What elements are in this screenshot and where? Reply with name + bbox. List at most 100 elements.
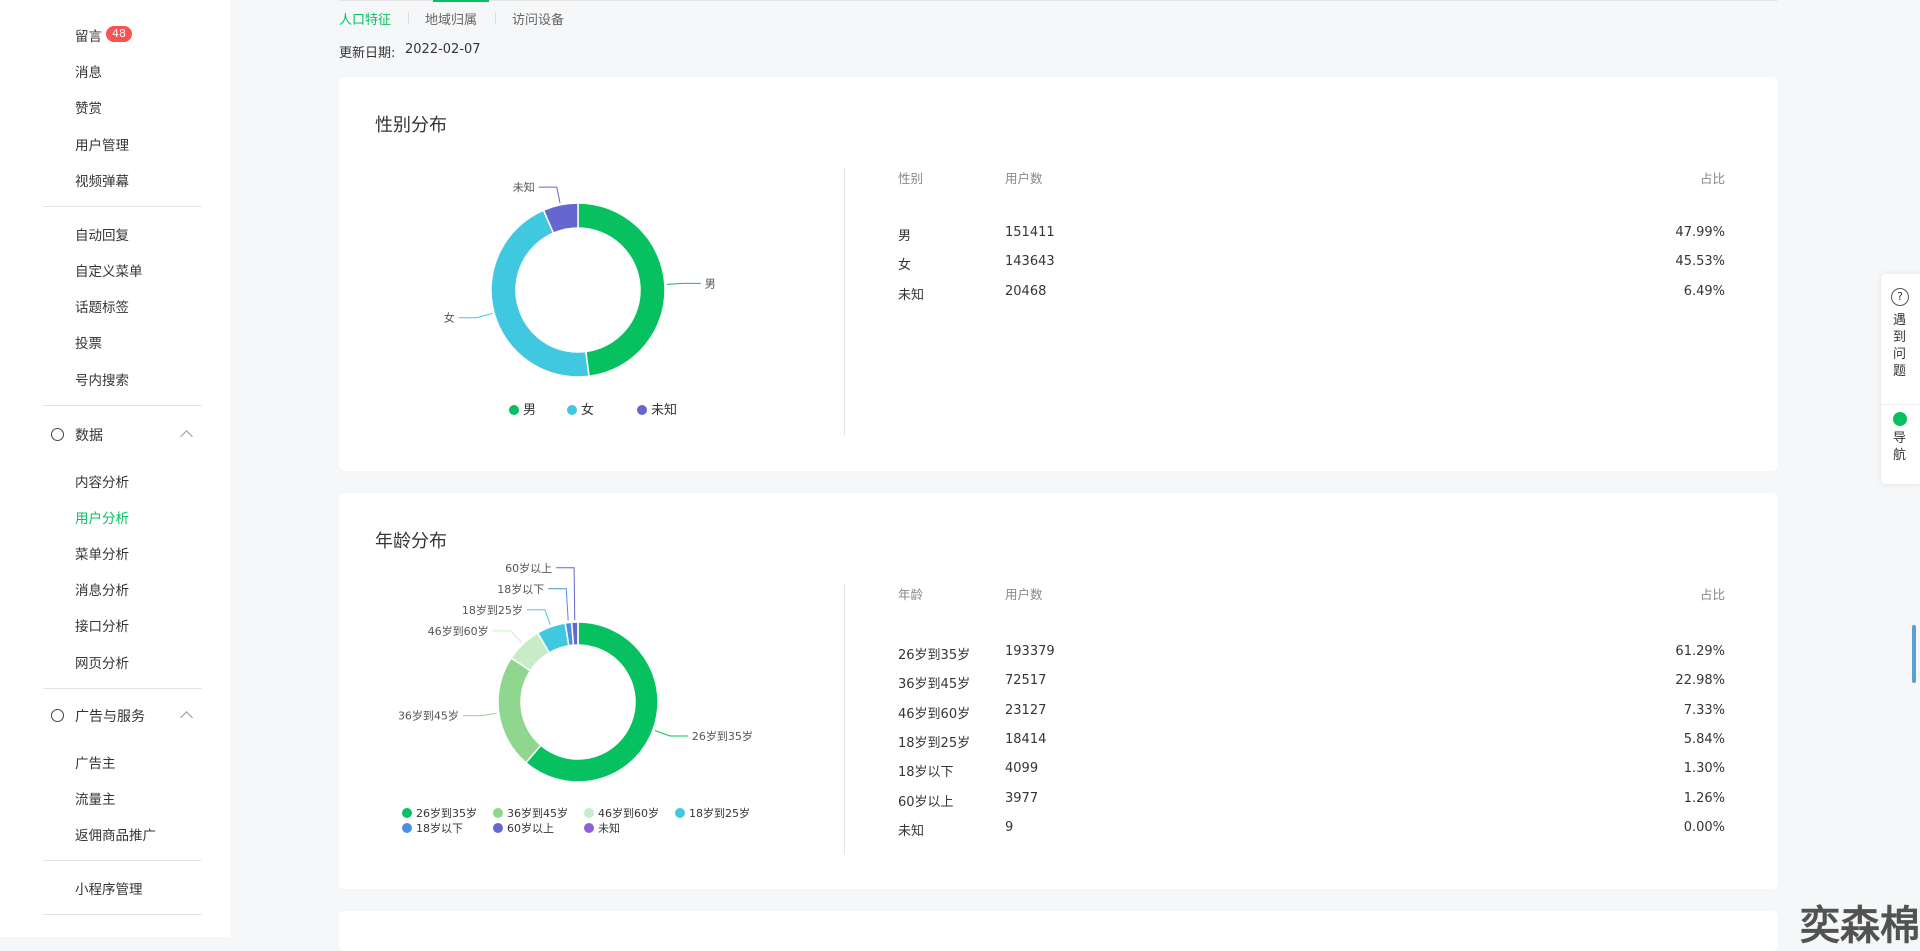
nav-item[interactable]: 用户管理 [75,134,129,154]
nav-item[interactable]: 号内搜索 [75,369,129,389]
table-cell: 5.84% [1684,732,1725,747]
tab-border [339,0,1778,1]
nav-item[interactable]: 流量主 [75,788,116,808]
table-cell: 36岁到45岁 [898,673,970,692]
group-icon [51,428,64,441]
table-cell: 9 [1005,820,1013,835]
tab-sep [408,12,409,24]
nav-item[interactable]: 小程序管理 [75,878,143,898]
slice-label: 男 [705,277,716,290]
nav-item[interactable]: 消息分析 [75,579,129,599]
table-cell: 0.00% [1684,820,1725,835]
table-cell: 23127 [1005,703,1046,718]
gender-chart: 男女未知男女未知 [339,77,839,471]
table-header: 用户数 [1005,168,1043,187]
legend-label: 未知 [651,402,677,418]
table-cell: 18414 [1005,732,1046,747]
leader-line [539,187,560,203]
group-title[interactable]: 广告与服务 [75,706,145,726]
table-cell: 45.53% [1675,254,1725,269]
nav-item[interactable]: 赞赏 [75,97,102,117]
table-cell: 193379 [1005,644,1055,659]
table-cell: 女 [898,254,911,273]
table-cell: 6.49% [1684,284,1725,299]
table-cell: 60岁以上 [898,791,954,810]
nav-item[interactable]: 消息 [75,61,102,81]
nav-icon [1893,412,1907,426]
legend-label: 未知 [598,821,620,835]
donut-slice [578,203,665,376]
table-cell: 未知 [898,284,924,303]
table-cell: 18岁到25岁 [898,732,970,751]
tab[interactable]: 人口特征 [339,9,391,28]
legend-dot [402,823,412,833]
legend-label: 46岁到60岁 [598,806,659,820]
nav-item[interactable]: 自动回复 [75,224,129,244]
slice-label: 26岁到35岁 [692,729,753,743]
slice-label: 女 [444,311,455,325]
tab[interactable]: 访问设备 [512,9,564,28]
help-problem[interactable]: 遇到问题 [1893,312,1907,380]
table-cell: 143643 [1005,254,1055,269]
table-cell: 26岁到35岁 [898,644,970,663]
table-cell: 18岁以下 [898,761,954,780]
table-header: 用户数 [1005,584,1043,603]
tab-sep [495,12,496,24]
donut-slice [572,622,578,645]
nav-item[interactable]: 自定义菜单 [75,260,143,280]
leader-line [459,313,492,317]
divider [844,168,845,436]
nav-item[interactable]: 留言 [75,25,102,45]
nav-item[interactable]: 投票 [75,332,102,352]
donut-slice [498,658,541,763]
legend-label: 女 [581,402,594,418]
nav-item[interactable]: 内容分析 [75,471,129,491]
table-cell: 3977 [1005,791,1038,806]
tab[interactable]: 地域归属 [425,9,477,28]
divider [844,584,845,854]
leader-line [556,568,575,620]
nav-item[interactable]: 菜单分析 [75,543,129,563]
group-title[interactable]: 数据 [75,425,103,445]
slice-label: 60岁以上 [505,561,552,575]
table-cell: 1.30% [1684,761,1725,776]
nav-item[interactable]: 网页分析 [75,652,129,672]
donut-slice [491,210,589,377]
legend-dot [493,823,503,833]
legend-dot [584,808,594,818]
legend-dot [567,405,577,415]
leader-line [548,589,568,621]
help-nav[interactable]: 导航 [1893,430,1907,464]
slice-label: 46岁到60岁 [428,624,489,638]
next-card [339,911,1778,951]
divider [43,860,202,861]
watermark: 奕森棉 [1800,893,1920,951]
table-cell: 47.99% [1675,225,1725,240]
update-label: 更新日期: [339,42,395,61]
legend-dot [675,808,685,818]
divider [43,688,202,689]
nav-item[interactable]: 用户分析 [75,507,129,527]
nav-item[interactable]: 广告主 [75,752,116,772]
slice-label: 未知 [513,180,535,194]
table-cell: 72517 [1005,673,1046,688]
leader-line [527,610,550,625]
nav-item[interactable]: 接口分析 [75,615,129,635]
chevron [180,430,193,443]
nav-item[interactable]: 视频弹幕 [75,170,129,190]
divider [43,206,202,207]
legend-label: 男 [523,403,536,418]
legend-label: 60岁以上 [507,821,554,835]
nav-item[interactable]: 话题标签 [75,296,129,316]
legend-label: 18岁到25岁 [689,806,750,820]
legend-label: 18岁以下 [416,821,463,835]
nav-item[interactable]: 返佣商品推广 [75,824,156,844]
group-icon [51,709,64,722]
table-cell: 男 [898,225,911,244]
table-cell: 22.98% [1675,673,1725,688]
leader-line [655,730,688,736]
tab-indicator [433,0,489,2]
